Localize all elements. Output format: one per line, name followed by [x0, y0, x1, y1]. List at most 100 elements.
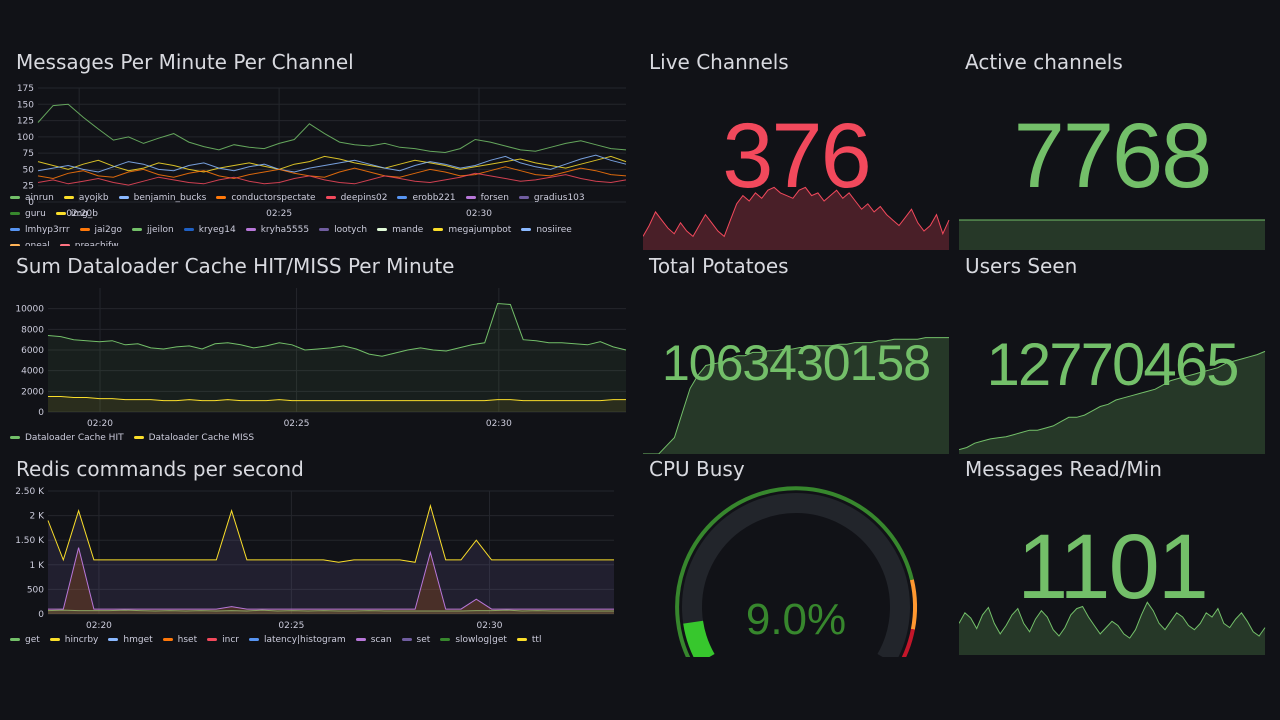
- legend-label: set: [416, 635, 431, 645]
- panel-dataloader-cache[interactable]: Sum Dataloader Cache HIT/MISS Per Minute…: [8, 254, 634, 450]
- y-tick-label: 1 K: [30, 561, 46, 571]
- legend-swatch: [108, 638, 119, 641]
- panel-messages-per-minute[interactable]: Messages Per Minute Per Channel 0 25 50 75 1…: [8, 50, 634, 246]
- legend-item[interactable]: mande: [377, 222, 423, 238]
- legend-label: latency|histogram: [263, 635, 346, 645]
- legend-label: ttl: [531, 635, 542, 645]
- panel-users-seen[interactable]: Users Seen 12770465: [957, 254, 1267, 454]
- live-channels-sparkline: [643, 186, 950, 250]
- x-tick-label: 02:20: [86, 621, 112, 631]
- legend-item[interactable]: kryeg14: [183, 222, 236, 238]
- panel-live-channels[interactable]: Live Channels 376: [641, 50, 951, 250]
- series-line: [47, 302, 627, 357]
- x-tick-label: 02:30: [486, 419, 512, 429]
- cpu-gauge: [675, 486, 918, 657]
- panel-messages-read[interactable]: Messages Read/Min 1101: [957, 457, 1267, 657]
- legend-swatch: [59, 244, 70, 246]
- active-channels-sparkline: [959, 219, 1265, 250]
- legend-swatch: [397, 196, 408, 199]
- total-potatoes-value: 1063430158: [661, 335, 931, 391]
- legend-item[interactable]: hincrby: [49, 632, 98, 648]
- redis-chart[interactable]: 0 500 1 K 1.50 K 2 K 2.50 K 02:20 02:25 02:30: [8, 483, 634, 633]
- legend-swatch: [248, 638, 259, 641]
- legend-item[interactable]: img_b: [55, 206, 99, 222]
- gauge-threshold-orange: [909, 579, 918, 630]
- legend-label: Dataloader Cache HIT: [25, 433, 124, 443]
- series-line: [37, 166, 627, 180]
- y-tick-label: 0: [38, 408, 44, 418]
- legend-label: img_b: [70, 209, 99, 219]
- sparkline-line: [959, 350, 1266, 451]
- legend-item[interactable]: gradius103: [518, 190, 585, 206]
- legend-label: deepins02: [340, 193, 388, 203]
- legend-item[interactable]: preachifw: [59, 238, 119, 246]
- y-tick-label: 2 K: [30, 512, 46, 522]
- legend-item[interactable]: slowlog|get: [440, 632, 507, 648]
- legend-item[interactable]: guru: [10, 206, 46, 222]
- legend-swatch: [133, 436, 144, 439]
- legend-item[interactable]: latency|histogram: [248, 632, 346, 648]
- legend-item[interactable]: jjeilon: [132, 222, 174, 238]
- panel-title: Active channels: [965, 50, 1123, 74]
- legend-label: lmhyp3rrr: [25, 225, 70, 235]
- sparkline-line: [643, 186, 950, 238]
- panel-active-channels[interactable]: Active channels 7768: [957, 50, 1267, 250]
- legend-label: benjamin_bucks: [133, 193, 207, 203]
- legend-swatch: [79, 228, 90, 231]
- legend-item[interactable]: lmhyp3rrr: [10, 222, 70, 238]
- legend-item[interactable]: hset: [162, 632, 198, 648]
- legend-item[interactable]: kryha5555: [245, 222, 309, 238]
- y-tick-label: 1.50 K: [15, 536, 45, 546]
- legend-item[interactable]: incr: [207, 632, 239, 648]
- legend-swatch: [401, 638, 412, 641]
- legend-label: oneal: [25, 241, 50, 246]
- legend-swatch: [377, 228, 388, 231]
- legend-item[interactable]: ayojkb: [63, 190, 109, 206]
- legend-item[interactable]: scan: [355, 632, 392, 648]
- series-area: [48, 303, 626, 412]
- legend-swatch: [245, 228, 256, 231]
- legend-item[interactable]: nosiiree: [521, 222, 572, 238]
- legend-item[interactable]: benjamin_bucks: [118, 190, 207, 206]
- legend-label: conductorspectate: [231, 193, 316, 203]
- legend-item[interactable]: erobb221: [397, 190, 456, 206]
- legend-swatch: [433, 228, 444, 231]
- series-line: [47, 503, 614, 563]
- legend-item[interactable]: get: [10, 632, 40, 648]
- legend-item[interactable]: megajumpbot: [433, 222, 511, 238]
- panel-cpu-busy[interactable]: CPU Busy 9.0%: [641, 457, 951, 657]
- legend-label: jai2go: [94, 225, 122, 235]
- legend-item[interactable]: ttl: [516, 632, 542, 648]
- legend-label: scan: [370, 635, 392, 645]
- legend-item[interactable]: jai2go: [79, 222, 122, 238]
- legend-item[interactable]: conductorspectate: [216, 190, 316, 206]
- messages-read-value: 1101: [1017, 516, 1209, 618]
- y-tick-label: 175: [17, 84, 34, 94]
- gauge-track: [682, 493, 910, 657]
- legend-item[interactable]: lootych: [319, 222, 367, 238]
- messages-chart[interactable]: 0 25 50 75 100 125 150 175 02:20 02:25 02:30: [8, 80, 634, 220]
- legend-item[interactable]: set: [401, 632, 431, 648]
- cache-chart[interactable]: 0 2000 4000 6000 8000 10000 02:20 02:25 02:30: [8, 284, 634, 434]
- legend-label: hset: [177, 635, 198, 645]
- panel-total-potatoes[interactable]: Total Potatoes 1063430158: [641, 254, 951, 454]
- sparkline-area: [959, 220, 1265, 250]
- legend-item[interactable]: Dataloader Cache HIT: [10, 430, 124, 446]
- legend-item[interactable]: oneal: [10, 238, 50, 246]
- legend-item[interactable]: ainrun: [10, 190, 54, 206]
- legend-swatch: [518, 196, 529, 199]
- y-tick-label: 500: [27, 585, 44, 595]
- panel-redis-commands[interactable]: Redis commands per second 0 500 1 K 1.50 K 2…: [8, 457, 634, 653]
- legend-swatch: [216, 196, 227, 199]
- y-tick-label: 4000: [21, 367, 44, 377]
- y-tick-label: 50: [23, 165, 35, 175]
- legend-item[interactable]: forsen: [465, 190, 509, 206]
- y-tick-label: 2000: [21, 387, 44, 397]
- legend-item[interactable]: deepins02: [325, 190, 388, 206]
- legend-label: Dataloader Cache MISS: [148, 433, 255, 443]
- legend-label: slowlog|get: [455, 635, 507, 645]
- legend-item[interactable]: Dataloader Cache MISS: [133, 430, 255, 446]
- legend-item[interactable]: hmget: [108, 632, 153, 648]
- legend-label: nosiiree: [536, 225, 572, 235]
- legend-swatch: [10, 244, 20, 246]
